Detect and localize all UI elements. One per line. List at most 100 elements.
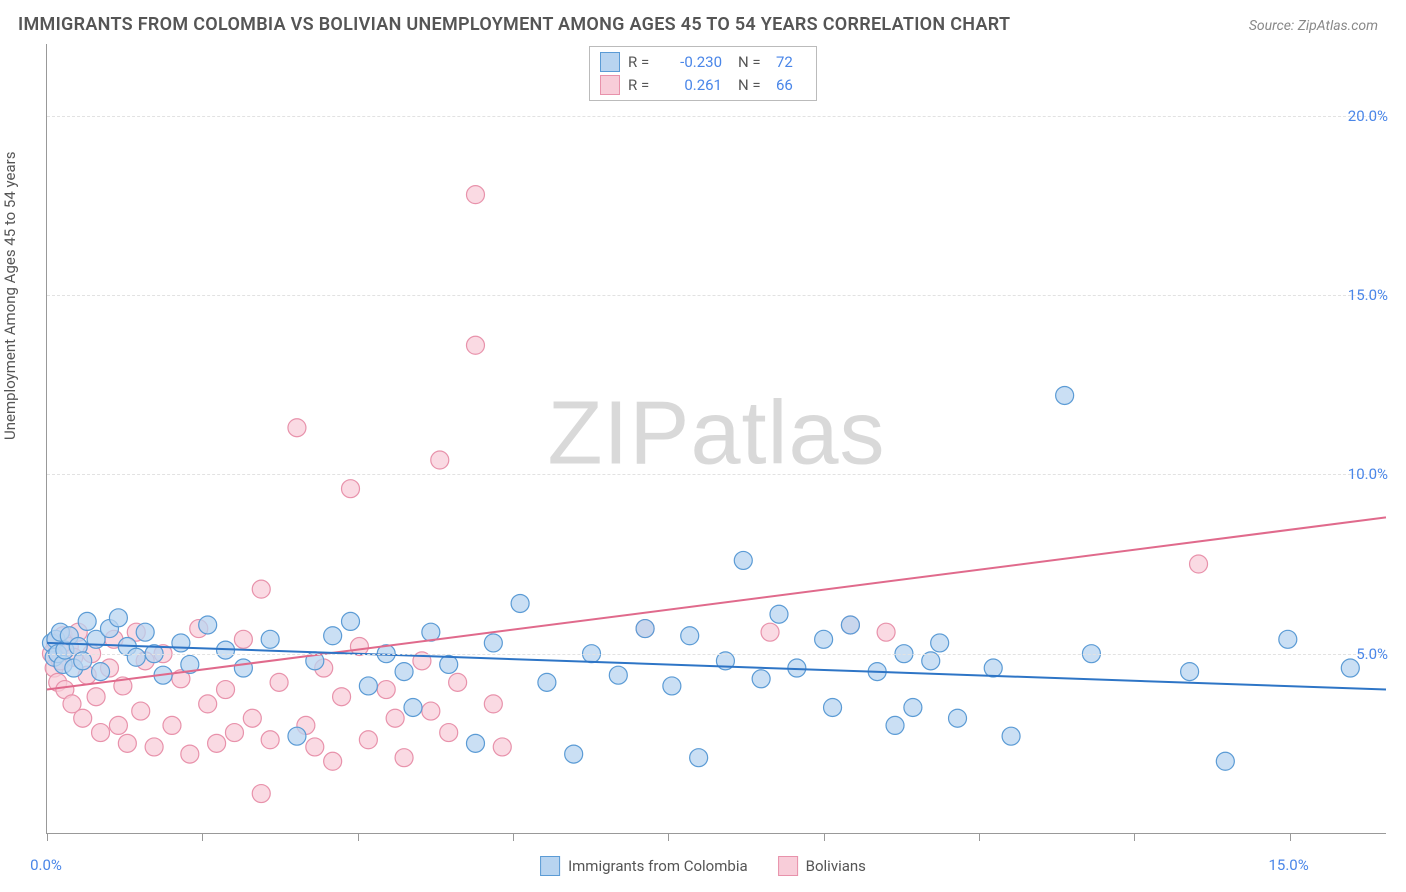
data-point [609,666,627,684]
x-tick-label: 0.0% [30,856,62,874]
correlation-stats-legend: R = -0.230 N = 72 R = 0.261 N = 66 [589,46,817,101]
chart-svg [47,44,1386,833]
data-point [734,551,752,569]
x-tick [202,833,203,841]
data-point [690,749,708,767]
chart-title: IMMIGRANTS FROM COLOMBIA VS BOLIVIAN UNE… [18,14,1010,35]
data-point [342,612,360,630]
data-point [270,673,288,691]
y-tick-label: 20.0% [1348,107,1388,125]
data-point [395,749,413,767]
y-tick-label: 5.0% [1356,645,1388,663]
data-point [422,702,440,720]
data-point [118,734,136,752]
data-point [136,623,154,641]
data-point [386,709,404,727]
data-point [886,716,904,734]
n-label-2: N = [738,74,768,97]
legend-item-series2: Bolivians [778,856,866,876]
x-tick [1290,833,1291,841]
n-value-1: 72 [776,51,806,74]
data-point [78,612,96,630]
data-point [252,580,270,598]
data-point [172,634,190,652]
data-point [181,745,199,763]
data-point [841,616,859,634]
data-point [1190,555,1208,573]
data-point [359,731,377,749]
data-point [145,738,163,756]
x-tick [513,833,514,841]
swatch-series2 [600,75,620,95]
data-point [288,727,306,745]
data-point [243,709,261,727]
data-point [1181,663,1199,681]
data-point [484,634,502,652]
data-point [824,698,842,716]
data-point [132,702,150,720]
data-point [636,620,654,638]
gridline-h [47,116,1386,117]
data-point [208,734,226,752]
source-value: ZipAtlas.com [1298,18,1378,34]
data-point [109,609,127,627]
data-point [163,716,181,734]
stats-row-series2: R = 0.261 N = 66 [600,74,806,97]
data-point [815,630,833,648]
n-label-1: N = [738,51,768,74]
y-axis-label: Unemployment Among Ages 45 to 54 years [1,152,19,440]
data-point [565,745,583,763]
x-tick [1134,833,1135,841]
legend-label-series1: Immigrants from Colombia [568,857,748,875]
data-point [877,623,895,641]
data-point [333,688,351,706]
legend-swatch-series1 [540,856,560,876]
data-point [681,627,699,645]
data-point [449,673,467,691]
data-point [127,648,145,666]
data-point [395,663,413,681]
data-point [87,688,105,706]
data-point [484,695,502,713]
data-point [663,677,681,695]
gridline-h [47,295,1386,296]
x-tick [668,833,669,841]
series-legend: Immigrants from Colombia Bolivians [540,856,866,876]
source-label: Source: [1249,18,1294,34]
data-point [74,709,92,727]
y-tick-label: 10.0% [1348,465,1388,483]
data-point [1216,752,1234,770]
data-point [770,605,788,623]
data-point [511,594,529,612]
data-point [288,419,306,437]
data-point [1279,630,1297,648]
data-point [109,716,127,734]
data-point [1002,727,1020,745]
data-point [431,451,449,469]
r-value-2: 0.261 [662,74,722,97]
source-attribution: Source: ZipAtlas.com [1249,18,1378,34]
data-point [752,670,770,688]
data-point [761,623,779,641]
r-label-2: R = [628,74,654,97]
data-point [261,630,279,648]
x-tick [358,833,359,841]
x-tick-label: 15.0% [1268,856,1308,874]
data-point [261,731,279,749]
x-tick [47,833,48,841]
gridline-h [47,474,1386,475]
data-point [949,709,967,727]
x-tick [824,833,825,841]
data-point [342,480,360,498]
data-point [538,673,556,691]
data-point [466,336,484,354]
n-value-2: 66 [776,74,806,97]
data-point [404,698,422,716]
r-label-1: R = [628,51,654,74]
data-point [984,659,1002,677]
data-point [440,724,458,742]
data-point [466,734,484,752]
r-value-1: -0.230 [662,51,722,74]
data-point [199,616,217,634]
data-point [377,681,395,699]
